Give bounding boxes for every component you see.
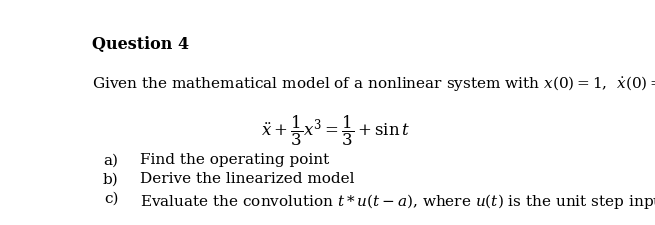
Text: b): b) [103,172,119,186]
Text: Derive the linearized model: Derive the linearized model [140,172,355,186]
Text: Evaluate the convolution $t * u(t - a)$, where $u(t)$ is the unit step input: Evaluate the convolution $t * u(t - a)$,… [140,191,655,210]
Text: c): c) [104,191,119,205]
Text: Question 4: Question 4 [92,36,189,53]
Text: Given the mathematical model of a nonlinear system with $x(0) = 1$,  $\dot{x}(0): Given the mathematical model of a nonlin… [92,74,655,93]
Text: a): a) [103,153,119,166]
Text: Find the operating point: Find the operating point [140,153,329,166]
Text: $\ddot{x} + \dfrac{1}{3}x^3 = \dfrac{1}{3} + \sin t$: $\ddot{x} + \dfrac{1}{3}x^3 = \dfrac{1}{… [261,114,410,148]
